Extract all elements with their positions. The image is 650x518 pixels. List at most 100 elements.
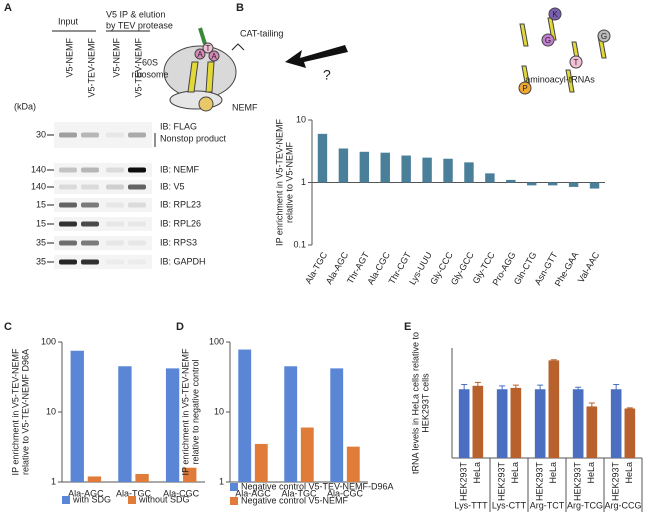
series-label: HEK293T: [573, 462, 583, 502]
bar: [135, 474, 149, 482]
band: [59, 132, 77, 138]
diagram-label: ribosome: [131, 69, 168, 79]
y-axis-label: relative to V5-NEMF: [284, 141, 294, 223]
x-tick-label: Ala-TGC: [116, 488, 152, 498]
band: [81, 184, 99, 190]
legend-swatch: [230, 483, 238, 491]
bar: [338, 148, 349, 183]
band: [59, 167, 77, 173]
band: [106, 221, 124, 227]
y-axis-label: IP enrichment in V5-TEV-NEMF: [180, 348, 190, 475]
residue: [202, 42, 214, 54]
ribosome-shape: [169, 90, 223, 110]
chain: [198, 27, 207, 45]
diagram-label: NEMF: [232, 102, 258, 112]
x-tick-label: Ala-AGC: [235, 488, 271, 498]
blot-strip: [54, 236, 152, 250]
bar: [401, 155, 411, 183]
x-tick-label: Ala-TGC: [281, 488, 317, 498]
band: [59, 259, 77, 265]
band: [59, 184, 77, 190]
residue-letter: T: [206, 44, 211, 53]
error-bar: [474, 381, 481, 390]
band: [106, 240, 124, 246]
band: [128, 132, 146, 138]
series-label: HEK293T: [535, 462, 545, 502]
bar: [589, 182, 600, 189]
bar: [422, 157, 432, 183]
diagram: A T A K G T P G: [163, 7, 611, 112]
band: [81, 202, 99, 208]
y-tick-label: 0.1: [293, 239, 306, 249]
mw-marker: 140: [31, 181, 46, 191]
band: [128, 167, 146, 173]
y-tick-label: 10: [46, 406, 56, 416]
aa-letter: G: [545, 36, 551, 45]
y-tick-label: 10: [214, 406, 224, 416]
bar: [506, 179, 516, 183]
band: [128, 260, 146, 265]
bar: [534, 389, 546, 458]
bar: [183, 467, 197, 482]
bar: [610, 389, 622, 458]
bar: [624, 408, 636, 458]
band: [106, 260, 124, 265]
ib-note: Nonstop product: [160, 133, 227, 143]
y-tick-label: 1: [51, 476, 56, 486]
y-axis-label: tRNA levels in HeLa cells relative to: [410, 332, 420, 474]
blot-strip: [54, 180, 152, 194]
panel-label: A: [4, 2, 12, 14]
legend-swatch: [62, 496, 70, 504]
x-tick-label: Ala-CGC: [327, 488, 364, 498]
ib-label: IB: V5: [160, 181, 185, 191]
y-axis-label: relative to V5-TEV-NEMF D96A: [20, 349, 30, 475]
ib-label: IB: GAPDH: [160, 256, 206, 266]
blot-strip: [54, 255, 152, 269]
residue: [194, 48, 206, 60]
legend-swatch: [230, 497, 238, 505]
y-tick-label: 100: [41, 336, 56, 346]
bar: [586, 406, 598, 458]
bar: [510, 387, 522, 458]
panel-label: C: [4, 321, 12, 333]
bar: [118, 366, 132, 482]
band: [59, 221, 77, 227]
series-label: HeLa: [548, 462, 558, 484]
band: [81, 221, 99, 227]
band: [59, 202, 77, 208]
aa-letter: G: [601, 32, 607, 41]
y-tick-label: 100: [209, 336, 224, 346]
bar: [380, 152, 390, 183]
band: [128, 184, 146, 190]
bar: [165, 368, 180, 482]
residue-letter: A: [211, 52, 217, 61]
bar: [527, 182, 537, 186]
bar: [485, 173, 495, 183]
y-axis-label: IP enrichment in V5-TEV-NEMF: [274, 119, 284, 246]
band: [106, 132, 124, 138]
error-bar: [550, 359, 557, 362]
bar: [330, 368, 344, 482]
error-bar: [588, 402, 595, 411]
legend-label: Negative control V5-NEMF: [241, 495, 349, 505]
lane-label: V5-NEMF: [111, 38, 121, 78]
arrow: [285, 45, 348, 68]
bar: [547, 182, 558, 186]
bracket: [231, 43, 245, 51]
blot-strip: [54, 163, 152, 177]
y-tick-label: 10: [296, 114, 306, 124]
blot-header: Input: [58, 16, 79, 26]
x-tick-label: Arg-TCT: [530, 500, 565, 510]
band: [128, 202, 146, 208]
series-label: HeLa: [586, 462, 596, 484]
error-bar: [575, 386, 582, 392]
band: [81, 240, 99, 246]
bar: [238, 349, 252, 482]
blot-header: by TEV protease: [106, 20, 173, 30]
ib-label: IB: RPL23: [160, 199, 201, 209]
band: [81, 167, 99, 173]
error-bar: [461, 383, 468, 395]
x-tick-label: Lys-CTT: [492, 500, 527, 510]
